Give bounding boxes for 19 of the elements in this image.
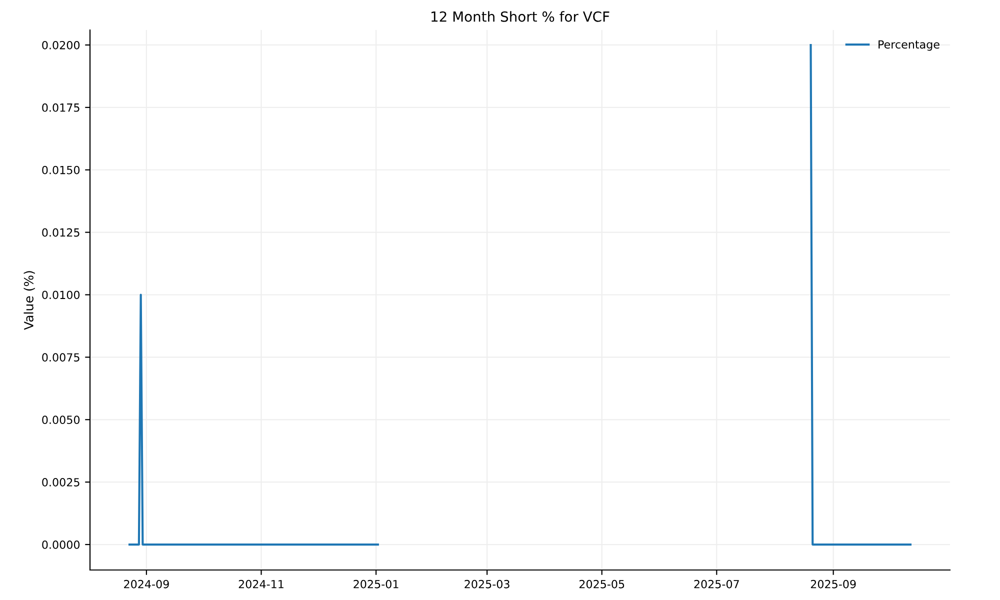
y-tick-label: 0.0000 bbox=[42, 540, 80, 549]
y-tick-label: 0.0075 bbox=[42, 353, 80, 362]
x-tick-label: 2025-01 bbox=[354, 580, 398, 588]
y-tick-label: 0.0150 bbox=[42, 166, 80, 174]
legend-label: Percentage bbox=[878, 40, 940, 51]
y-tick-label: 0.0200 bbox=[42, 40, 80, 50]
chart-title: 12 Month Short % for VCF bbox=[432, 11, 610, 22]
y-tick-label: 0.0125 bbox=[42, 228, 80, 237]
y-tick-label: 0.0100 bbox=[42, 290, 80, 300]
x-tick-label: 2025-09 bbox=[810, 580, 856, 588]
y-axis-title: Value (%) bbox=[24, 271, 35, 330]
y-tick-label: 0.0050 bbox=[42, 416, 80, 424]
x-tick-label: 2024-11 bbox=[238, 580, 284, 588]
y-tick-label: 0.0025 bbox=[42, 478, 80, 486]
x-tick-label: 2025-03 bbox=[464, 580, 510, 588]
x-tick-label: 2025-05 bbox=[579, 580, 624, 588]
x-tick-label: 2024-09 bbox=[124, 580, 169, 588]
x-tick-label: 2025-07 bbox=[694, 580, 739, 588]
y-tick-label: 0.0175 bbox=[42, 103, 80, 112]
